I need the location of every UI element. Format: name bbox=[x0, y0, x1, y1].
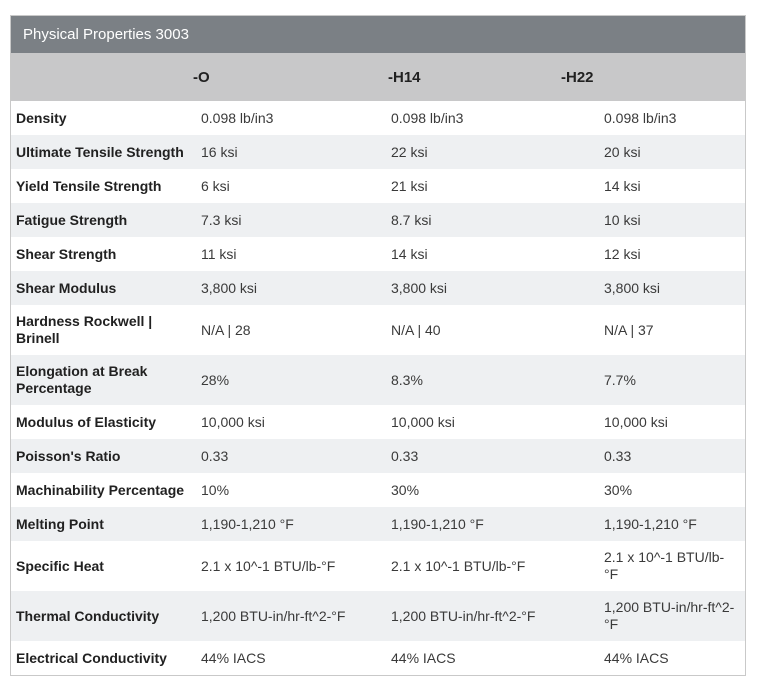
property-value: 0.33 bbox=[604, 447, 632, 464]
property-label: Shear Strength bbox=[16, 245, 117, 262]
property-value: 14 ksi bbox=[391, 245, 428, 262]
property-label: Melting Point bbox=[16, 515, 104, 532]
property-label: Specific Heat bbox=[16, 557, 104, 574]
table-body: Density 0.098 lb/in3 0.098 lb/in3 0.098 lb/… bbox=[11, 101, 745, 675]
property-value: 28% bbox=[201, 371, 230, 388]
table-title: Physical Properties 3003 bbox=[23, 26, 189, 43]
property-value: 10,000 ksi bbox=[604, 413, 668, 430]
property-value: 16 ksi bbox=[201, 143, 238, 160]
property-value: 44% IACS bbox=[391, 649, 456, 666]
table-row: Ultimate Tensile Strength 16 ksi 22 ksi 20 … bbox=[11, 135, 745, 169]
table-row: Yield Tensile Strength 6 ksi 21 ksi 14 ksi bbox=[11, 169, 745, 203]
property-value: 3,800 ksi bbox=[604, 279, 661, 296]
table-row: Shear Strength 11 ksi 14 ksi 12 ksi bbox=[11, 237, 745, 271]
property-label: Machinability Percentage bbox=[16, 481, 185, 498]
property-value: 10% bbox=[201, 481, 230, 498]
property-value: 44% IACS bbox=[201, 649, 266, 666]
property-value: 8.7 ksi bbox=[391, 211, 432, 228]
physical-properties-table: Physical Properties 3003 -O -H14 -H22 De… bbox=[10, 15, 746, 676]
table-row: Machinability Percentage 10% 30% 30% bbox=[11, 473, 745, 507]
property-value: 7.7% bbox=[604, 371, 636, 388]
property-value: 0.33 bbox=[201, 447, 229, 464]
property-value: 1,190-1,210 °F bbox=[604, 515, 697, 532]
property-value: N/A | 28 bbox=[201, 321, 251, 338]
property-label: Yield Tensile Strength bbox=[16, 177, 162, 194]
table-row: Modulus of Elasticity 10,000 ksi 10,000 ks… bbox=[11, 405, 745, 439]
property-label: Modulus of Elasticity bbox=[16, 413, 157, 430]
property-value: 1,200 BTU-in/hr-ft^2-°F bbox=[201, 607, 346, 624]
header-cell-temper-h22: -H22 bbox=[561, 68, 594, 86]
property-value: 21 ksi bbox=[391, 177, 428, 194]
table-row: Melting Point 1,190-1,210 °F 1,190-1,210 °… bbox=[11, 507, 745, 541]
property-value: 2.1 x 10^-1 BTU/lb-°F bbox=[604, 549, 725, 582]
property-value: N/A | 37 bbox=[604, 321, 654, 338]
table-row: Specific Heat 2.1 x 10^-1 BTU/lb-°F 2.1 x … bbox=[11, 541, 745, 591]
property-value: 3,800 ksi bbox=[391, 279, 448, 296]
property-value: 0.33 bbox=[391, 447, 419, 464]
header-cell-temper-h14: -H14 bbox=[388, 68, 421, 86]
table-header-row: -O -H14 -H22 bbox=[11, 53, 745, 101]
property-value: 30% bbox=[604, 481, 633, 498]
table-row: Electrical Conductivity 44% IACS 44% IACS 4… bbox=[11, 641, 745, 675]
property-value: 10 ksi bbox=[604, 211, 641, 228]
property-value: 0.098 lb/in3 bbox=[604, 109, 677, 126]
property-value: 2.1 x 10^-1 BTU/lb-°F bbox=[391, 557, 526, 574]
property-value: 3,800 ksi bbox=[201, 279, 258, 296]
table-row: Thermal Conductivity 1,200 BTU-in/hr-ft^2… bbox=[11, 591, 745, 641]
property-value: 8.3% bbox=[391, 371, 423, 388]
property-label: Thermal Conductivity bbox=[16, 607, 160, 624]
table-row: Hardness Rockwell | Brinell N/A | 28 N/A |… bbox=[11, 305, 745, 355]
property-value: 20 ksi bbox=[604, 143, 641, 160]
property-label: Density bbox=[16, 109, 67, 126]
property-value: 10,000 ksi bbox=[391, 413, 455, 430]
property-value: 2.1 x 10^-1 BTU/lb-°F bbox=[201, 557, 336, 574]
property-value: 1,190-1,210 °F bbox=[391, 515, 484, 532]
property-label: Elongation at Break Percentage bbox=[16, 363, 148, 396]
table-row: Shear Modulus 3,800 ksi 3,800 ksi 3,800 ksi bbox=[11, 271, 745, 305]
property-value: 0.098 lb/in3 bbox=[391, 109, 464, 126]
table-title-bar: Physical Properties 3003 bbox=[11, 16, 745, 53]
property-value: 1,200 BTU-in/hr-ft^2-°F bbox=[391, 607, 536, 624]
property-label: Hardness Rockwell | Brinell bbox=[16, 313, 153, 346]
property-value: 6 ksi bbox=[201, 177, 230, 194]
property-value: 12 ksi bbox=[604, 245, 641, 262]
table-row: Density 0.098 lb/in3 0.098 lb/in3 0.098 lb/… bbox=[11, 101, 745, 135]
property-value: 14 ksi bbox=[604, 177, 641, 194]
property-value: 22 ksi bbox=[391, 143, 428, 160]
table-row: Elongation at Break Percentage 28% 8.3% 7.7… bbox=[11, 355, 745, 405]
table-row: Fatigue Strength 7.3 ksi 8.7 ksi 10 ksi bbox=[11, 203, 745, 237]
property-value: N/A | 40 bbox=[391, 321, 441, 338]
property-value: 1,190-1,210 °F bbox=[201, 515, 294, 532]
property-label: Ultimate Tensile Strength bbox=[16, 143, 184, 160]
property-value: 44% IACS bbox=[604, 649, 669, 666]
property-label: Fatigue Strength bbox=[16, 211, 128, 228]
header-cell-temper-o: -O bbox=[193, 68, 210, 86]
property-label: Poisson's Ratio bbox=[16, 447, 121, 464]
property-label: Shear Modulus bbox=[16, 279, 117, 296]
property-value: 11 ksi bbox=[201, 245, 237, 262]
property-value: 10,000 ksi bbox=[201, 413, 265, 430]
property-value: 0.098 lb/in3 bbox=[201, 109, 274, 126]
property-value: 7.3 ksi bbox=[201, 211, 242, 228]
table-row: Poisson's Ratio 0.33 0.33 0.33 bbox=[11, 439, 745, 473]
property-value: 1,200 BTU-in/hr-ft^2-°F bbox=[604, 599, 735, 632]
property-label: Electrical Conductivity bbox=[16, 649, 167, 666]
property-value: 30% bbox=[391, 481, 420, 498]
